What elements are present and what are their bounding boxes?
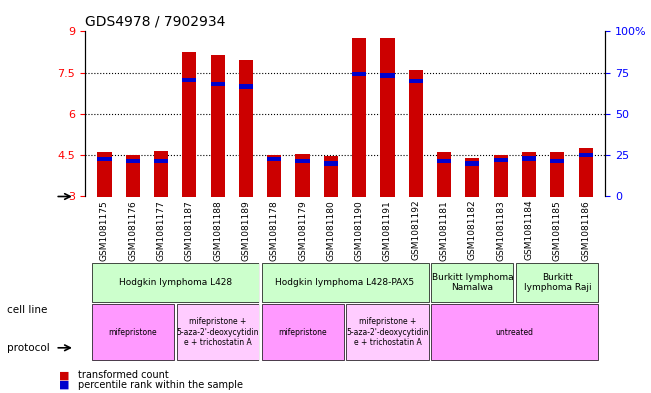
Text: GSM1081177: GSM1081177	[156, 200, 165, 261]
Bar	[324, 156, 338, 196]
Text: GDS4978 / 7902934: GDS4978 / 7902934	[85, 15, 225, 29]
Bar	[296, 159, 310, 163]
Text: GSM1081180: GSM1081180	[326, 200, 335, 261]
Bar	[380, 38, 395, 197]
Bar	[296, 154, 310, 196]
FancyBboxPatch shape	[516, 263, 598, 302]
Text: GSM1081184: GSM1081184	[525, 200, 534, 261]
Text: Hodgkin lymphoma L428: Hodgkin lymphoma L428	[118, 278, 232, 287]
FancyBboxPatch shape	[262, 263, 428, 302]
Text: GSM1081182: GSM1081182	[468, 200, 477, 261]
Bar	[380, 73, 395, 77]
Text: transformed count: transformed count	[78, 370, 169, 380]
FancyBboxPatch shape	[92, 304, 174, 360]
Bar	[465, 158, 480, 196]
FancyBboxPatch shape	[262, 304, 344, 360]
Bar	[465, 162, 480, 165]
Bar	[409, 79, 423, 83]
Bar	[154, 151, 168, 196]
Bar	[550, 159, 564, 163]
FancyBboxPatch shape	[432, 304, 598, 360]
Bar	[522, 156, 536, 161]
Text: untreated: untreated	[496, 328, 534, 336]
Bar	[522, 152, 536, 196]
Bar	[239, 84, 253, 88]
Text: GSM1081192: GSM1081192	[411, 200, 421, 261]
Bar	[579, 148, 592, 196]
Text: GSM1081183: GSM1081183	[496, 200, 505, 261]
Text: GSM1081188: GSM1081188	[213, 200, 222, 261]
Text: GSM1081190: GSM1081190	[355, 200, 364, 261]
Text: GSM1081186: GSM1081186	[581, 200, 590, 261]
Bar	[126, 155, 140, 196]
Text: GSM1081189: GSM1081189	[242, 200, 251, 261]
Text: cell line: cell line	[7, 305, 47, 316]
Bar	[267, 157, 281, 162]
Text: GSM1081181: GSM1081181	[439, 200, 449, 261]
Text: percentile rank within the sample: percentile rank within the sample	[78, 380, 243, 390]
Text: Burkitt lymphoma
Namalwa: Burkitt lymphoma Namalwa	[432, 273, 513, 292]
Text: ■: ■	[59, 370, 69, 380]
Bar	[409, 70, 423, 196]
Text: Burkitt
lymphoma Raji: Burkitt lymphoma Raji	[523, 273, 591, 292]
Text: GSM1081185: GSM1081185	[553, 200, 562, 261]
Bar	[182, 52, 197, 196]
Bar	[267, 155, 281, 196]
Bar	[493, 158, 508, 162]
Bar	[182, 77, 197, 82]
Text: ■: ■	[59, 380, 69, 390]
Text: Hodgkin lymphoma L428-PAX5: Hodgkin lymphoma L428-PAX5	[275, 278, 415, 287]
Bar	[324, 162, 338, 165]
Text: GSM1081176: GSM1081176	[128, 200, 137, 261]
Bar	[352, 38, 367, 197]
Bar	[437, 152, 451, 196]
Text: mifepristone +
5-aza-2'-deoxycytidin
e + trichostatin A: mifepristone + 5-aza-2'-deoxycytidin e +…	[176, 317, 259, 347]
Bar	[98, 157, 111, 162]
FancyBboxPatch shape	[176, 304, 258, 360]
Text: GSM1081187: GSM1081187	[185, 200, 194, 261]
FancyBboxPatch shape	[346, 304, 428, 360]
Bar	[98, 152, 111, 196]
Bar	[437, 159, 451, 163]
FancyBboxPatch shape	[92, 263, 258, 302]
Text: GSM1081179: GSM1081179	[298, 200, 307, 261]
Bar	[126, 159, 140, 163]
Text: GSM1081175: GSM1081175	[100, 200, 109, 261]
Bar	[154, 159, 168, 163]
Text: GSM1081178: GSM1081178	[270, 200, 279, 261]
Text: mifepristone: mifepristone	[278, 328, 327, 336]
Text: mifepristone +
5-aza-2'-deoxycytidin
e + trichostatin A: mifepristone + 5-aza-2'-deoxycytidin e +…	[346, 317, 429, 347]
Bar	[352, 72, 367, 76]
Text: mifepristone: mifepristone	[109, 328, 157, 336]
Bar	[239, 60, 253, 196]
Bar	[210, 82, 225, 86]
Text: GSM1081191: GSM1081191	[383, 200, 392, 261]
Bar	[210, 55, 225, 196]
Bar	[493, 155, 508, 196]
Bar	[550, 152, 564, 196]
FancyBboxPatch shape	[432, 263, 514, 302]
Bar	[579, 153, 592, 157]
Text: protocol: protocol	[7, 343, 49, 353]
